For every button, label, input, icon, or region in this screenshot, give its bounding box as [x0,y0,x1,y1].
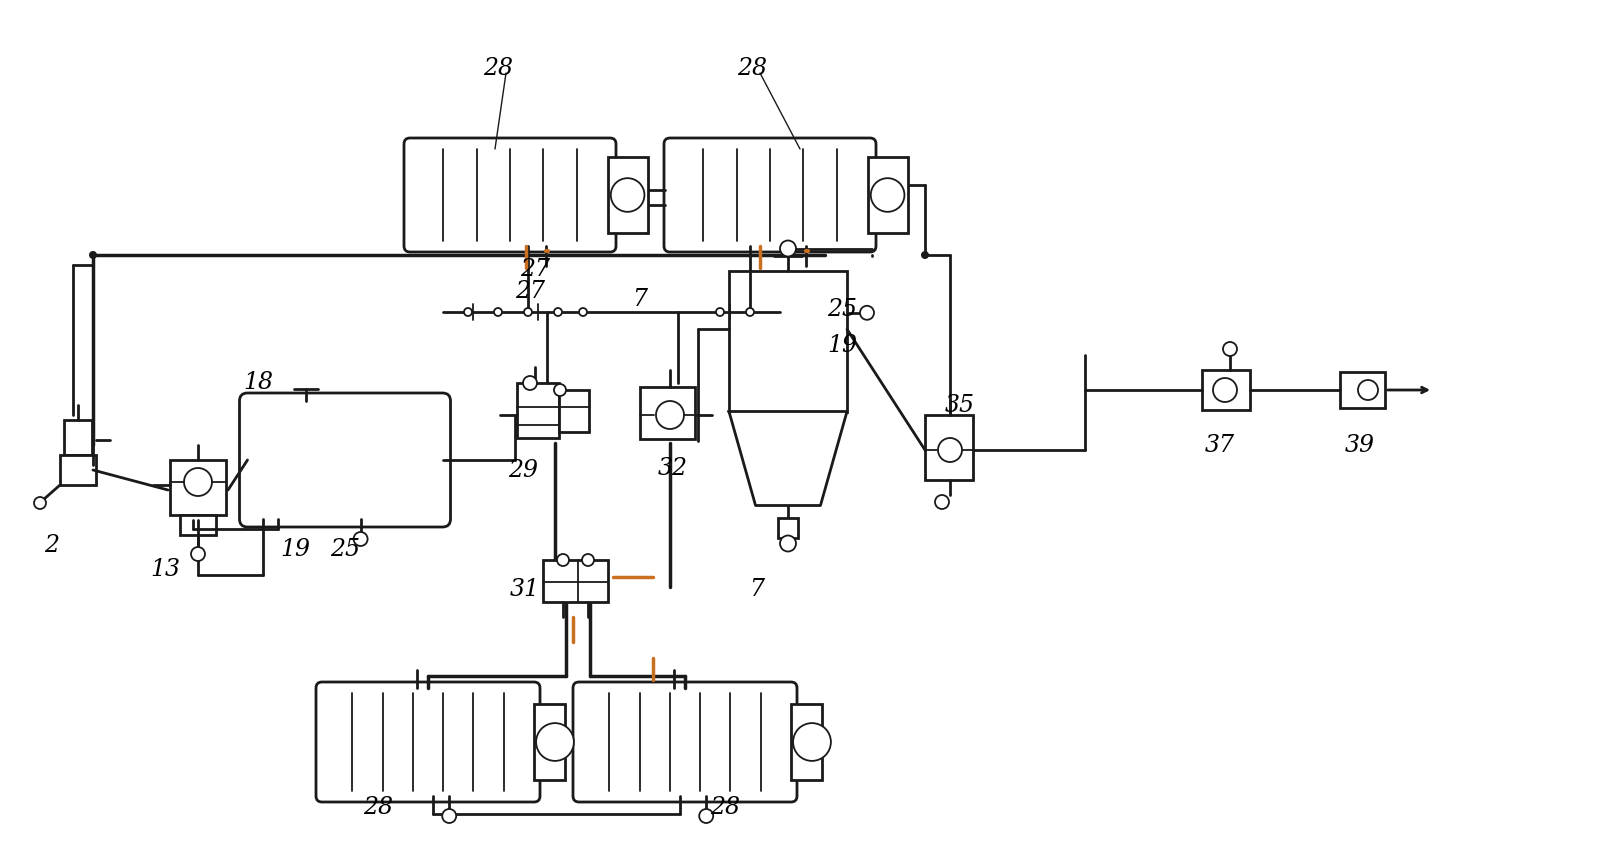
Text: 39: 39 [1345,434,1375,457]
Text: 27: 27 [520,258,551,282]
Circle shape [353,532,368,546]
Circle shape [536,723,575,761]
FancyBboxPatch shape [404,138,616,252]
Circle shape [1213,378,1237,402]
Text: 37: 37 [1205,434,1234,457]
Circle shape [443,809,456,823]
Bar [1340,372,1385,408]
Bar [791,704,822,779]
Circle shape [937,438,961,462]
Bar [924,415,973,480]
Circle shape [936,495,949,509]
Bar [729,271,847,412]
FancyBboxPatch shape [664,138,876,252]
Text: 7: 7 [750,578,764,602]
Bar [778,518,798,538]
FancyBboxPatch shape [239,393,451,527]
Circle shape [780,536,796,551]
Text: 2: 2 [45,533,59,557]
Circle shape [656,401,684,429]
Circle shape [185,468,212,496]
Text: 19: 19 [827,334,857,356]
Text: 27: 27 [515,279,546,303]
Bar [868,157,907,233]
Bar [542,560,608,602]
Bar [180,515,217,535]
Polygon shape [729,412,847,505]
Text: 32: 32 [658,457,689,479]
Circle shape [34,497,47,509]
Circle shape [523,376,538,390]
Text: 13: 13 [149,558,180,582]
Text: 28: 28 [709,797,740,819]
Circle shape [872,179,905,212]
Circle shape [860,306,875,320]
Bar [559,390,589,432]
Circle shape [780,240,796,257]
FancyBboxPatch shape [316,682,539,802]
Text: 31: 31 [510,578,539,602]
Circle shape [921,251,929,259]
FancyBboxPatch shape [573,682,798,802]
Text: 7: 7 [632,289,647,311]
Text: 25: 25 [331,538,360,562]
Circle shape [583,554,594,566]
Bar [1202,370,1250,410]
Circle shape [88,251,96,259]
Bar [640,387,695,439]
Text: 28: 28 [483,56,514,80]
Bar [534,704,565,779]
Circle shape [523,308,531,316]
Bar [608,157,647,233]
Bar [64,420,91,455]
Circle shape [716,308,724,316]
Circle shape [579,308,587,316]
Text: 28: 28 [363,797,393,819]
Bar [170,460,226,515]
Circle shape [793,723,831,761]
Bar [59,455,96,485]
Text: 19: 19 [279,538,310,562]
Text: 28: 28 [737,56,767,80]
Circle shape [746,308,754,316]
Bar [517,383,559,438]
Circle shape [700,809,713,823]
Circle shape [494,308,502,316]
Circle shape [1223,342,1237,356]
Text: 18: 18 [242,370,273,394]
Circle shape [1358,380,1379,400]
Circle shape [554,308,562,316]
Text: 35: 35 [945,394,974,416]
Circle shape [557,554,570,566]
Circle shape [554,384,567,396]
Circle shape [464,308,472,316]
Circle shape [191,547,205,561]
Circle shape [612,179,645,212]
Text: 29: 29 [509,459,538,481]
Text: 25: 25 [827,298,857,322]
